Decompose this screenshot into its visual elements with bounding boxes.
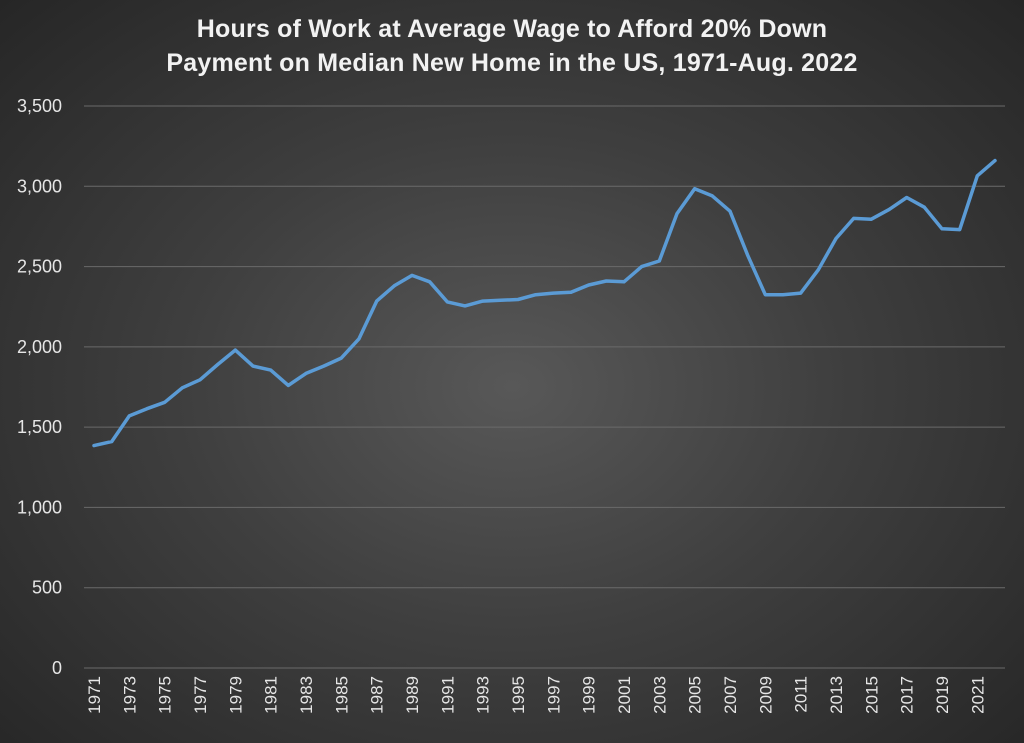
data-point xyxy=(216,363,220,367)
y-tick-label: 3,500 xyxy=(17,96,62,116)
data-point xyxy=(746,253,750,257)
x-tick-label: 1971 xyxy=(85,676,104,714)
x-tick-label: 1987 xyxy=(368,676,387,714)
x-tick-label: 2011 xyxy=(792,676,811,713)
x-tick-label: 2009 xyxy=(756,676,775,714)
data-point xyxy=(887,208,891,212)
x-tick-label: 1985 xyxy=(332,676,351,714)
y-tick-label: 3,000 xyxy=(17,176,62,196)
x-tick-label: 2019 xyxy=(933,676,952,714)
data-point xyxy=(445,300,449,304)
data-point xyxy=(657,259,661,263)
x-tick-label: 2007 xyxy=(721,676,740,714)
data-point xyxy=(198,378,202,382)
data-point xyxy=(781,293,785,297)
series-group xyxy=(92,158,997,448)
data-point xyxy=(392,284,396,288)
x-tick-label: 1989 xyxy=(403,676,422,714)
data-point xyxy=(622,280,626,284)
x-tick-label: 2001 xyxy=(615,676,634,714)
data-point xyxy=(940,227,944,231)
data-point xyxy=(799,291,803,295)
y-tick-label: 1,500 xyxy=(17,417,62,437)
x-tick-label: 2021 xyxy=(968,676,987,714)
series-line xyxy=(92,158,997,448)
data-point xyxy=(710,194,714,198)
data-point xyxy=(481,299,485,303)
data-point xyxy=(852,216,856,220)
data-point xyxy=(269,368,273,372)
data-point xyxy=(569,290,573,294)
chart-title: Hours of Work at Average Wage to Afford … xyxy=(0,12,1024,80)
data-point xyxy=(322,364,326,368)
data-point xyxy=(339,356,343,360)
gridlines xyxy=(84,105,1005,669)
x-tick-label: 1997 xyxy=(544,676,563,714)
x-axis-tick-labels: 1971 1973 1975 1977 1979 1981 1983 1985 1987 1989… xyxy=(85,676,987,714)
data-point xyxy=(763,293,767,297)
data-point xyxy=(357,337,361,341)
data-point xyxy=(110,440,114,444)
data-point xyxy=(834,236,838,240)
data-point xyxy=(251,364,255,368)
data-point xyxy=(286,383,290,387)
data-point xyxy=(869,217,873,221)
data-point xyxy=(516,297,520,301)
x-tick-label: 1977 xyxy=(191,676,210,714)
data-point xyxy=(993,159,997,163)
data-point xyxy=(498,298,502,302)
data-point xyxy=(551,291,555,295)
data-point xyxy=(922,205,926,209)
y-tick-label: 0 xyxy=(52,658,62,678)
data-point xyxy=(816,268,820,272)
x-tick-label: 2013 xyxy=(827,676,846,714)
x-tick-label: 2015 xyxy=(862,676,881,714)
data-point xyxy=(410,273,414,277)
x-tick-label: 1983 xyxy=(297,676,316,714)
data-point xyxy=(304,371,308,375)
data-point xyxy=(693,187,697,191)
data-point xyxy=(463,304,467,308)
data-point xyxy=(428,280,432,284)
x-tick-label: 2005 xyxy=(686,676,705,714)
x-tick-label: 1975 xyxy=(156,676,175,714)
x-tick-label: 2017 xyxy=(898,676,917,714)
x-tick-label: 1991 xyxy=(438,676,457,714)
data-point xyxy=(604,279,608,283)
y-tick-label: 2,500 xyxy=(17,257,62,277)
data-point xyxy=(534,293,538,297)
y-tick-label: 500 xyxy=(32,578,62,598)
data-point xyxy=(975,174,979,178)
chart-title-line-2: Payment on Median New Home in the US, 19… xyxy=(166,49,858,77)
data-point xyxy=(728,209,732,213)
x-tick-label: 1973 xyxy=(120,676,139,714)
y-tick-label: 2,000 xyxy=(17,337,62,357)
x-tick-label: 1993 xyxy=(474,676,493,714)
data-point xyxy=(958,228,962,232)
data-point xyxy=(905,196,909,200)
x-tick-label: 1995 xyxy=(509,676,528,714)
x-tick-label: 2003 xyxy=(650,676,669,714)
chart-title-line-1: Hours of Work at Average Wage to Afford … xyxy=(196,15,828,43)
x-tick-label: 1981 xyxy=(262,676,281,714)
data-point xyxy=(180,386,184,390)
data-point xyxy=(675,212,679,216)
data-point xyxy=(163,400,167,404)
data-point xyxy=(127,414,131,418)
data-point xyxy=(145,407,149,411)
y-axis-tick-labels: 0 500 1,000 1,500 2,000 2,500 3,000 3,500 xyxy=(17,96,62,678)
data-point xyxy=(587,283,591,287)
x-tick-label: 1999 xyxy=(580,676,599,714)
x-tick-label: 1979 xyxy=(226,676,245,714)
y-tick-label: 1,000 xyxy=(17,497,62,517)
data-point xyxy=(375,299,379,303)
data-point xyxy=(233,348,237,352)
data-point xyxy=(640,265,644,269)
data-point xyxy=(92,444,96,448)
